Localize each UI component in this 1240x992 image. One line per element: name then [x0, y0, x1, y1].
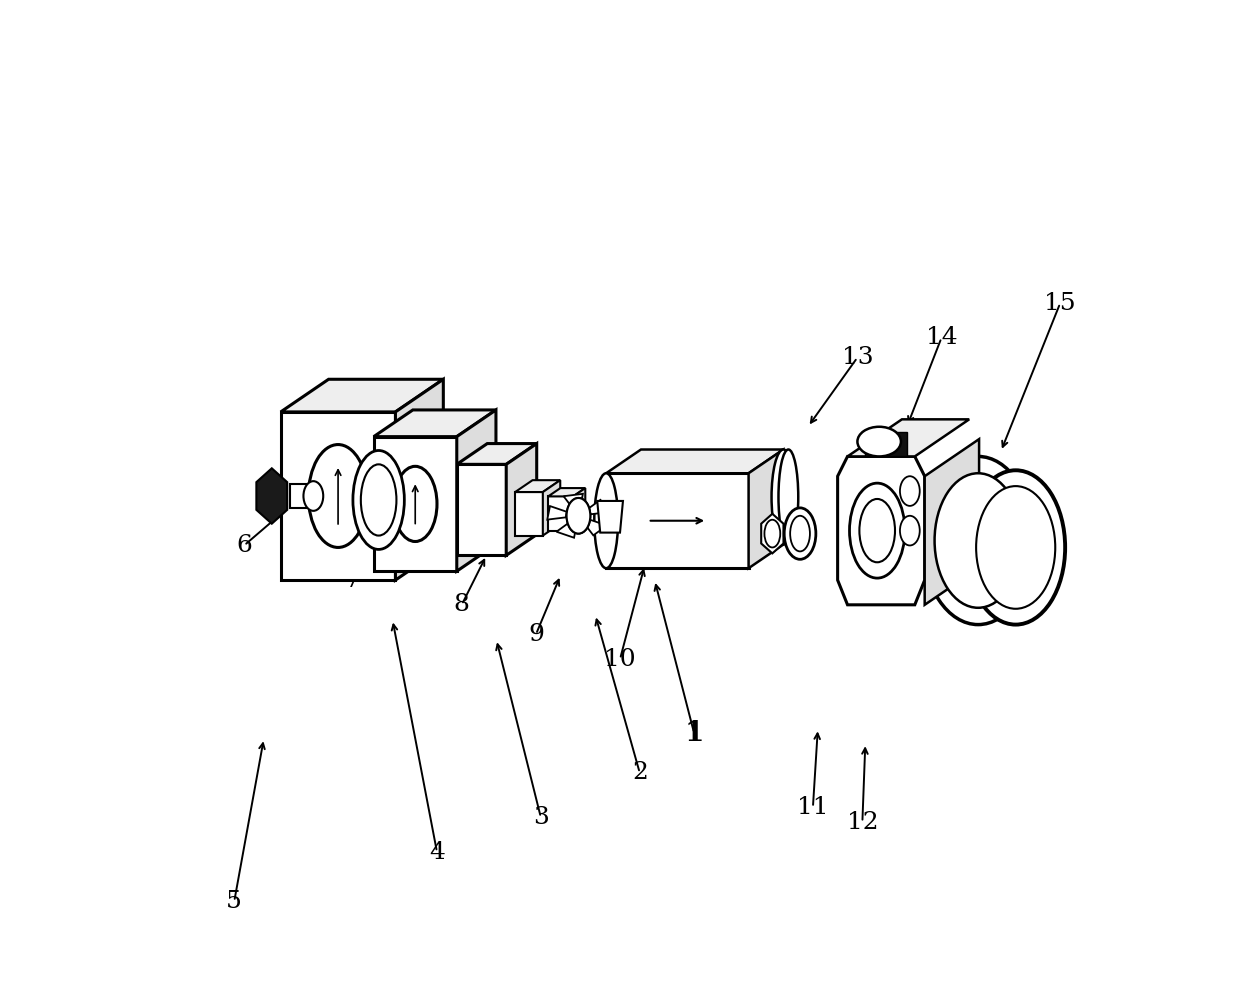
- Polygon shape: [847, 420, 970, 456]
- Text: 7: 7: [345, 568, 361, 591]
- Polygon shape: [515, 492, 543, 536]
- Polygon shape: [548, 488, 585, 496]
- Ellipse shape: [790, 516, 810, 552]
- Polygon shape: [838, 456, 925, 605]
- Polygon shape: [606, 473, 749, 568]
- Polygon shape: [588, 500, 610, 514]
- Ellipse shape: [859, 499, 895, 562]
- Ellipse shape: [353, 450, 404, 550]
- Ellipse shape: [304, 481, 324, 511]
- Ellipse shape: [594, 473, 618, 568]
- Polygon shape: [456, 464, 506, 556]
- Text: 1: 1: [684, 720, 704, 747]
- Polygon shape: [564, 494, 583, 508]
- Polygon shape: [373, 410, 496, 436]
- Ellipse shape: [857, 427, 901, 456]
- Ellipse shape: [779, 449, 799, 545]
- Text: 2: 2: [632, 762, 647, 785]
- Polygon shape: [543, 480, 560, 536]
- Ellipse shape: [393, 466, 436, 542]
- Text: 9: 9: [528, 623, 544, 646]
- Polygon shape: [396, 379, 444, 580]
- Polygon shape: [598, 501, 622, 533]
- Text: 3: 3: [533, 806, 549, 829]
- Polygon shape: [257, 468, 288, 524]
- Ellipse shape: [309, 444, 368, 548]
- Ellipse shape: [361, 464, 397, 536]
- Polygon shape: [925, 439, 980, 605]
- Polygon shape: [547, 506, 567, 520]
- Text: 5: 5: [226, 890, 242, 913]
- Ellipse shape: [935, 473, 1022, 608]
- Polygon shape: [290, 484, 314, 508]
- Text: 14: 14: [926, 326, 957, 349]
- Polygon shape: [280, 379, 444, 412]
- Polygon shape: [506, 443, 537, 556]
- Polygon shape: [606, 449, 784, 473]
- Ellipse shape: [784, 508, 816, 559]
- Ellipse shape: [567, 498, 590, 534]
- Ellipse shape: [764, 520, 780, 548]
- Polygon shape: [548, 496, 573, 532]
- Polygon shape: [515, 480, 560, 492]
- Ellipse shape: [849, 483, 905, 578]
- Polygon shape: [749, 449, 784, 568]
- Text: 10: 10: [604, 648, 636, 671]
- Polygon shape: [373, 436, 456, 571]
- Text: 15: 15: [1044, 292, 1076, 314]
- Ellipse shape: [771, 449, 795, 545]
- Polygon shape: [456, 410, 496, 571]
- Polygon shape: [866, 432, 906, 456]
- Polygon shape: [280, 412, 396, 580]
- Polygon shape: [761, 514, 784, 554]
- Ellipse shape: [900, 476, 920, 506]
- Text: 13: 13: [842, 346, 873, 369]
- Text: 4: 4: [429, 840, 445, 864]
- Text: 11: 11: [797, 797, 828, 819]
- Polygon shape: [557, 522, 577, 538]
- Ellipse shape: [966, 470, 1065, 625]
- Ellipse shape: [976, 486, 1055, 609]
- Polygon shape: [584, 520, 606, 536]
- Text: 12: 12: [847, 810, 878, 834]
- Polygon shape: [456, 443, 537, 464]
- Ellipse shape: [900, 516, 920, 546]
- Text: 8: 8: [454, 593, 470, 616]
- Ellipse shape: [923, 456, 1033, 625]
- Ellipse shape: [567, 498, 590, 534]
- Text: 6: 6: [236, 534, 252, 557]
- Polygon shape: [573, 488, 585, 532]
